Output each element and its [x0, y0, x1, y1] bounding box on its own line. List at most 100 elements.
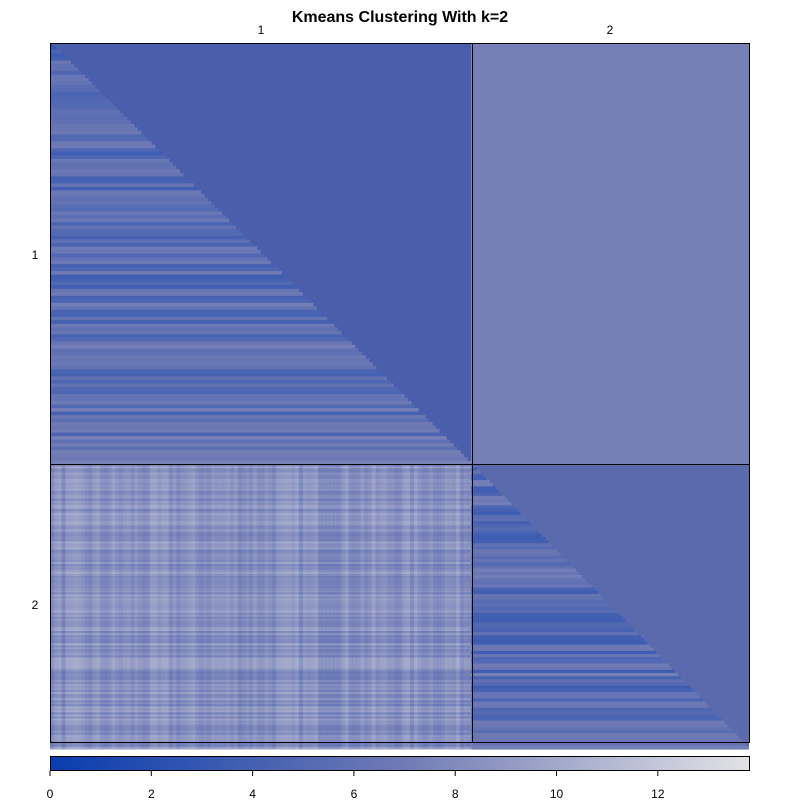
block-upper-left-row — [50, 179, 191, 185]
block-lower-left-col — [164, 464, 170, 749]
block-upper-left-row — [50, 408, 419, 413]
block-lower-left-col — [260, 464, 265, 749]
block-upper-left-row — [50, 443, 454, 448]
block-lower-right-row — [471, 742, 746, 747]
block-upper-left-row — [50, 260, 272, 265]
block-lower-right-row — [471, 644, 651, 649]
block-lower-left-row — [50, 478, 472, 482]
block-lower-left-row — [50, 714, 472, 718]
block-lower-left-col — [337, 464, 342, 749]
block-lower-left-col — [306, 464, 311, 749]
block-upper-left-row — [50, 271, 282, 276]
block-upper-left-row — [50, 46, 58, 51]
block-lower-left-col — [344, 464, 350, 749]
block-lower-left-row — [50, 588, 472, 591]
block-upper-left-row — [50, 362, 373, 367]
block-lower-left-row — [50, 529, 472, 532]
block-upper-left-row — [50, 415, 426, 420]
block-lower-left-col — [386, 464, 392, 749]
block-lower-left-row — [50, 594, 472, 598]
block-lower-left-col — [245, 464, 250, 749]
block-upper-left-row — [50, 88, 100, 93]
block-lower-right-row — [471, 524, 533, 529]
block-lower-left-col — [80, 464, 85, 749]
block-lower-left-col — [436, 464, 441, 749]
block-lower-right-row — [471, 669, 675, 674]
block-lower-left-col — [203, 464, 208, 749]
block-lower-right-row — [471, 549, 558, 554]
block-lower-left-col — [417, 464, 422, 749]
block-lower-right-row — [471, 628, 635, 633]
block-upper-left-row — [50, 243, 254, 248]
block-lower-left-row — [50, 502, 472, 506]
block-lower-left-row — [50, 612, 472, 616]
block-lower-left-row — [50, 600, 472, 604]
block-lower-left-row — [50, 598, 472, 602]
block-upper-left-row — [50, 165, 177, 170]
block-lower-right-row — [471, 502, 512, 506]
block-lower-left-col — [341, 464, 346, 749]
block-lower-left-row — [50, 488, 472, 492]
block-lower-right-row — [471, 666, 672, 671]
block-upper-left-row — [50, 60, 72, 65]
block-lower-right-row — [471, 559, 567, 563]
block-lower-left-col — [92, 464, 97, 749]
block-lower-left-row — [50, 669, 472, 673]
block-lower-left-row — [50, 580, 472, 583]
block-lower-right-row — [471, 492, 503, 497]
block-lower-left-col — [65, 464, 70, 749]
block-upper-left-row — [50, 183, 194, 188]
block-lower-left-col — [214, 464, 219, 749]
block-lower-left-row — [50, 732, 472, 736]
colorbar-tick-label: 6 — [351, 787, 358, 800]
block-lower-right-row — [471, 635, 641, 639]
block-lower-right-row — [471, 609, 617, 614]
block-lower-left-row — [50, 541, 472, 545]
block-lower-left-row — [50, 661, 472, 665]
block-lower-left-row — [50, 480, 472, 484]
block-lower-right-row — [471, 587, 595, 592]
block-lower-left-col — [149, 464, 154, 749]
block-lower-left-row — [50, 673, 472, 677]
block-lower-left-row — [50, 643, 472, 646]
block-lower-left-row — [50, 519, 472, 522]
block-lower-right-row — [471, 663, 669, 668]
block-upper-left-row — [50, 204, 215, 209]
block-lower-left-row — [50, 525, 472, 528]
block-lower-left-row — [50, 464, 472, 467]
block-lower-right-row — [471, 593, 601, 598]
block-lower-right-row — [471, 517, 527, 522]
block-lower-left-row — [50, 466, 472, 469]
block-lower-left-row — [50, 734, 472, 738]
block-lower-right-row — [471, 590, 598, 595]
block-upper-left-row — [50, 278, 289, 283]
block-lower-left-row — [50, 468, 472, 471]
colorbar-ticks: 0 2 4 6 8 10 12 — [47, 771, 665, 800]
block-lower-right-row — [471, 679, 685, 684]
colorbar — [50, 756, 750, 771]
block-upper-left-row — [50, 127, 138, 132]
block-upper-left-row — [50, 120, 131, 125]
block-lower-left-row — [50, 537, 472, 541]
block-lower-left-row — [50, 500, 472, 504]
block-lower-left-row — [50, 547, 472, 551]
row-label-2: 2 — [32, 598, 39, 612]
block-upper-left-row — [50, 148, 159, 153]
block-lower-right-row — [471, 533, 543, 538]
block-lower-right-row — [471, 625, 632, 630]
block-upper-left-row — [50, 172, 184, 177]
block-upper-left-row — [50, 81, 93, 86]
block-lower-left-row — [50, 744, 472, 748]
block-lower-left-col — [310, 464, 315, 749]
block-lower-left-col — [409, 464, 415, 749]
block-upper-left-row — [50, 401, 412, 406]
block-lower-left-col — [153, 464, 158, 749]
block-upper-left-row — [50, 200, 212, 206]
block-upper-left-row — [50, 193, 205, 199]
block-upper-left-row — [50, 64, 75, 69]
block-lower-right-row — [471, 540, 549, 544]
block-lower-left-row — [50, 474, 472, 478]
block-lower-left-col — [72, 464, 78, 749]
block-lower-left-col — [363, 464, 369, 749]
